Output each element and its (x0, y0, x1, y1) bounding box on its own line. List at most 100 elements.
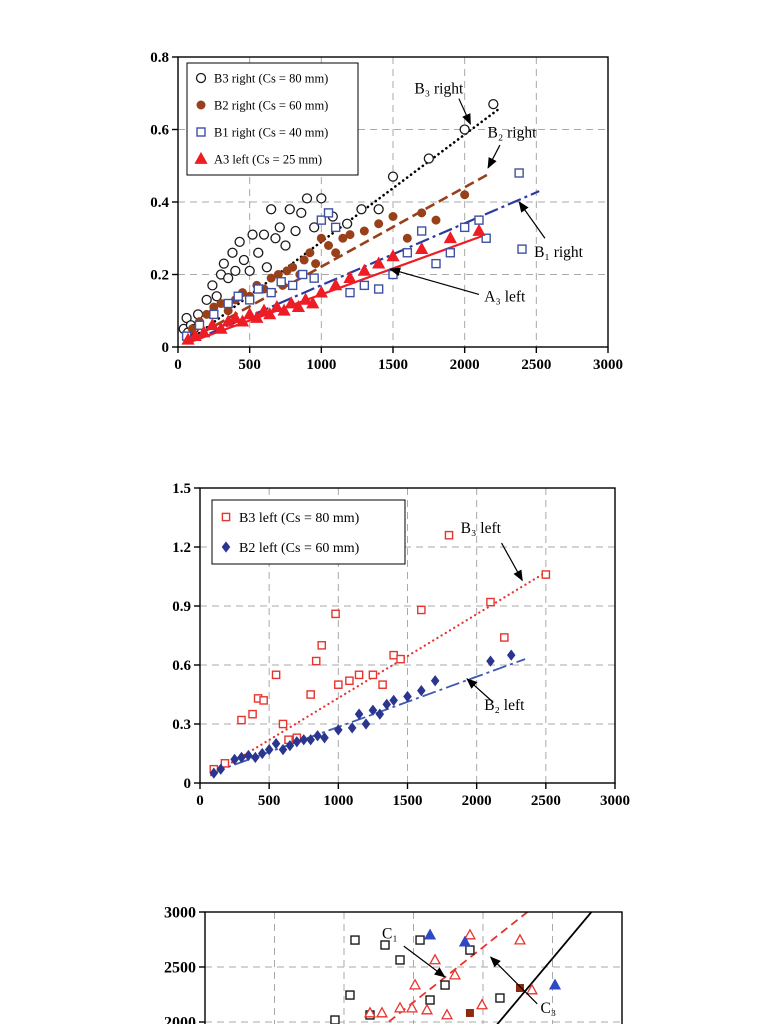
marker-triangle-open (375, 1006, 388, 1018)
marker-triangle-open (405, 1001, 419, 1013)
marker-triangle-filled (458, 935, 471, 947)
marker-square-open (415, 935, 425, 945)
annotation-arrow (489, 956, 538, 1005)
marker-circle-open (211, 291, 222, 302)
marker-circle-open (218, 258, 230, 269)
marker-square-open (431, 258, 441, 269)
annotation-label: B₃ right (414, 80, 464, 97)
series-a3-left (181, 223, 486, 345)
y-tick-label: 1.5 (172, 481, 191, 497)
annotation-label: B₃ left (461, 520, 502, 537)
marker-square-open (459, 222, 470, 233)
marker-triangle-open (363, 1006, 377, 1018)
y-tick-label: 0.4 (150, 195, 169, 211)
marker-circle-open (223, 272, 234, 284)
marker-triangle-filled (329, 278, 343, 291)
annotation-label: C₁ (382, 925, 398, 942)
marker-triangle-filled (214, 321, 228, 334)
marker-square-open (266, 287, 276, 298)
marker-square-open (514, 168, 524, 178)
marker-circle-open (274, 222, 285, 233)
marker-square-open (402, 248, 413, 258)
marker-diamond-filled (320, 732, 329, 744)
y-tick-label: 0 (162, 340, 170, 356)
marker-diamond-filled (389, 694, 398, 707)
marker-diamond-filled (251, 751, 260, 764)
marker-triangle-filled (235, 314, 250, 327)
marker-triangle-filled (443, 231, 457, 244)
y-tick-label: 1.2 (172, 540, 191, 556)
marker-diamond-filled (368, 704, 378, 716)
series-c-black-open-squares (330, 935, 505, 1025)
marker-triangle-filled (314, 285, 328, 298)
marker-diamond-filled (403, 690, 412, 703)
marker-square-open (345, 676, 354, 686)
marker-circle-open (309, 222, 320, 233)
marker-triangle-open (463, 928, 476, 940)
marker-square-open (345, 990, 355, 1000)
marker-circle-open (230, 265, 241, 277)
annotation-arrow (466, 678, 494, 703)
marker-circle-filled (324, 241, 333, 250)
marker-circle-open (488, 98, 499, 110)
marker-circle-open (284, 204, 295, 215)
marker-triangle-open (475, 998, 489, 1010)
marker-square-open (373, 284, 384, 294)
marker-square-open (396, 654, 405, 664)
x-tick-label: 1500 (393, 793, 423, 809)
annotation-arrow (487, 144, 501, 169)
marker-diamond-filled (257, 747, 267, 760)
marker-circle-open (238, 254, 250, 266)
marker-triangle-filled (263, 307, 277, 320)
marker-circle-open (341, 218, 353, 229)
marker-diamond-filled (375, 708, 385, 720)
marker-circle-filled (273, 270, 283, 279)
marker-square-open (445, 248, 456, 258)
marker-triangle-filled (188, 329, 202, 342)
marker-circle-filled (402, 233, 412, 243)
marker-diamond-filled (285, 740, 295, 752)
marker-triangle-open (525, 983, 538, 995)
marker-circle-filled (209, 302, 219, 312)
annotation-label: B₂ right (488, 124, 538, 141)
marker-circle-filled (460, 190, 470, 200)
annotation-label: C₃ (540, 1000, 556, 1017)
marker-circle-filled (288, 262, 298, 272)
marker-circle-open (261, 262, 273, 273)
series-b1-right (181, 168, 527, 341)
marker-diamond-filled (278, 743, 288, 756)
marker-triangle-filled (197, 325, 211, 338)
legend-label-b3-right: B3 right (Cs = 80 mm) (214, 71, 328, 85)
marker-triangle-filled (415, 242, 429, 255)
x-tick-label: 2500 (531, 793, 561, 809)
y-tick-label: 0.3 (172, 717, 191, 733)
marker-square-open (316, 215, 327, 225)
marker-square-open (196, 127, 206, 137)
marker-square-open (209, 309, 219, 320)
legend-label-b2-right: B2 right (Cs = 60 mm) (214, 98, 328, 112)
x-tick-label: 1000 (306, 357, 336, 373)
marker-square-open (194, 320, 205, 330)
marker-diamond-filled (334, 724, 343, 736)
marker-diamond-filled (486, 655, 495, 667)
marker-triangle-filled (257, 303, 271, 316)
marker-triangle-filled (472, 223, 486, 236)
marker-circle-open (244, 265, 255, 277)
marker-circle-filled (338, 233, 348, 243)
marker-triangle-filled (194, 151, 208, 164)
marker-circle-open (373, 204, 384, 215)
marker-diamond-filled (382, 698, 392, 710)
legend-label-b3-left: B3 left (Cs = 80 mm) (239, 511, 360, 526)
marker-square-open (298, 269, 308, 280)
marker-circle-open (270, 233, 281, 244)
marker-circle-filled (305, 248, 315, 258)
trendline-b3-left (209, 569, 550, 777)
chart-2: 0 500 1000 1500 2000 2500 3000 0 0.3 0.6 0.9 1.2 1.5… (172, 481, 630, 809)
series-c-red-open-triangles (363, 928, 538, 1020)
marker-square-open (359, 280, 370, 291)
y-tick-label: 2500 (164, 959, 196, 976)
marker-square-open (220, 759, 230, 768)
marker-square-open (330, 1015, 340, 1025)
x-tick-label: 0 (174, 357, 182, 373)
